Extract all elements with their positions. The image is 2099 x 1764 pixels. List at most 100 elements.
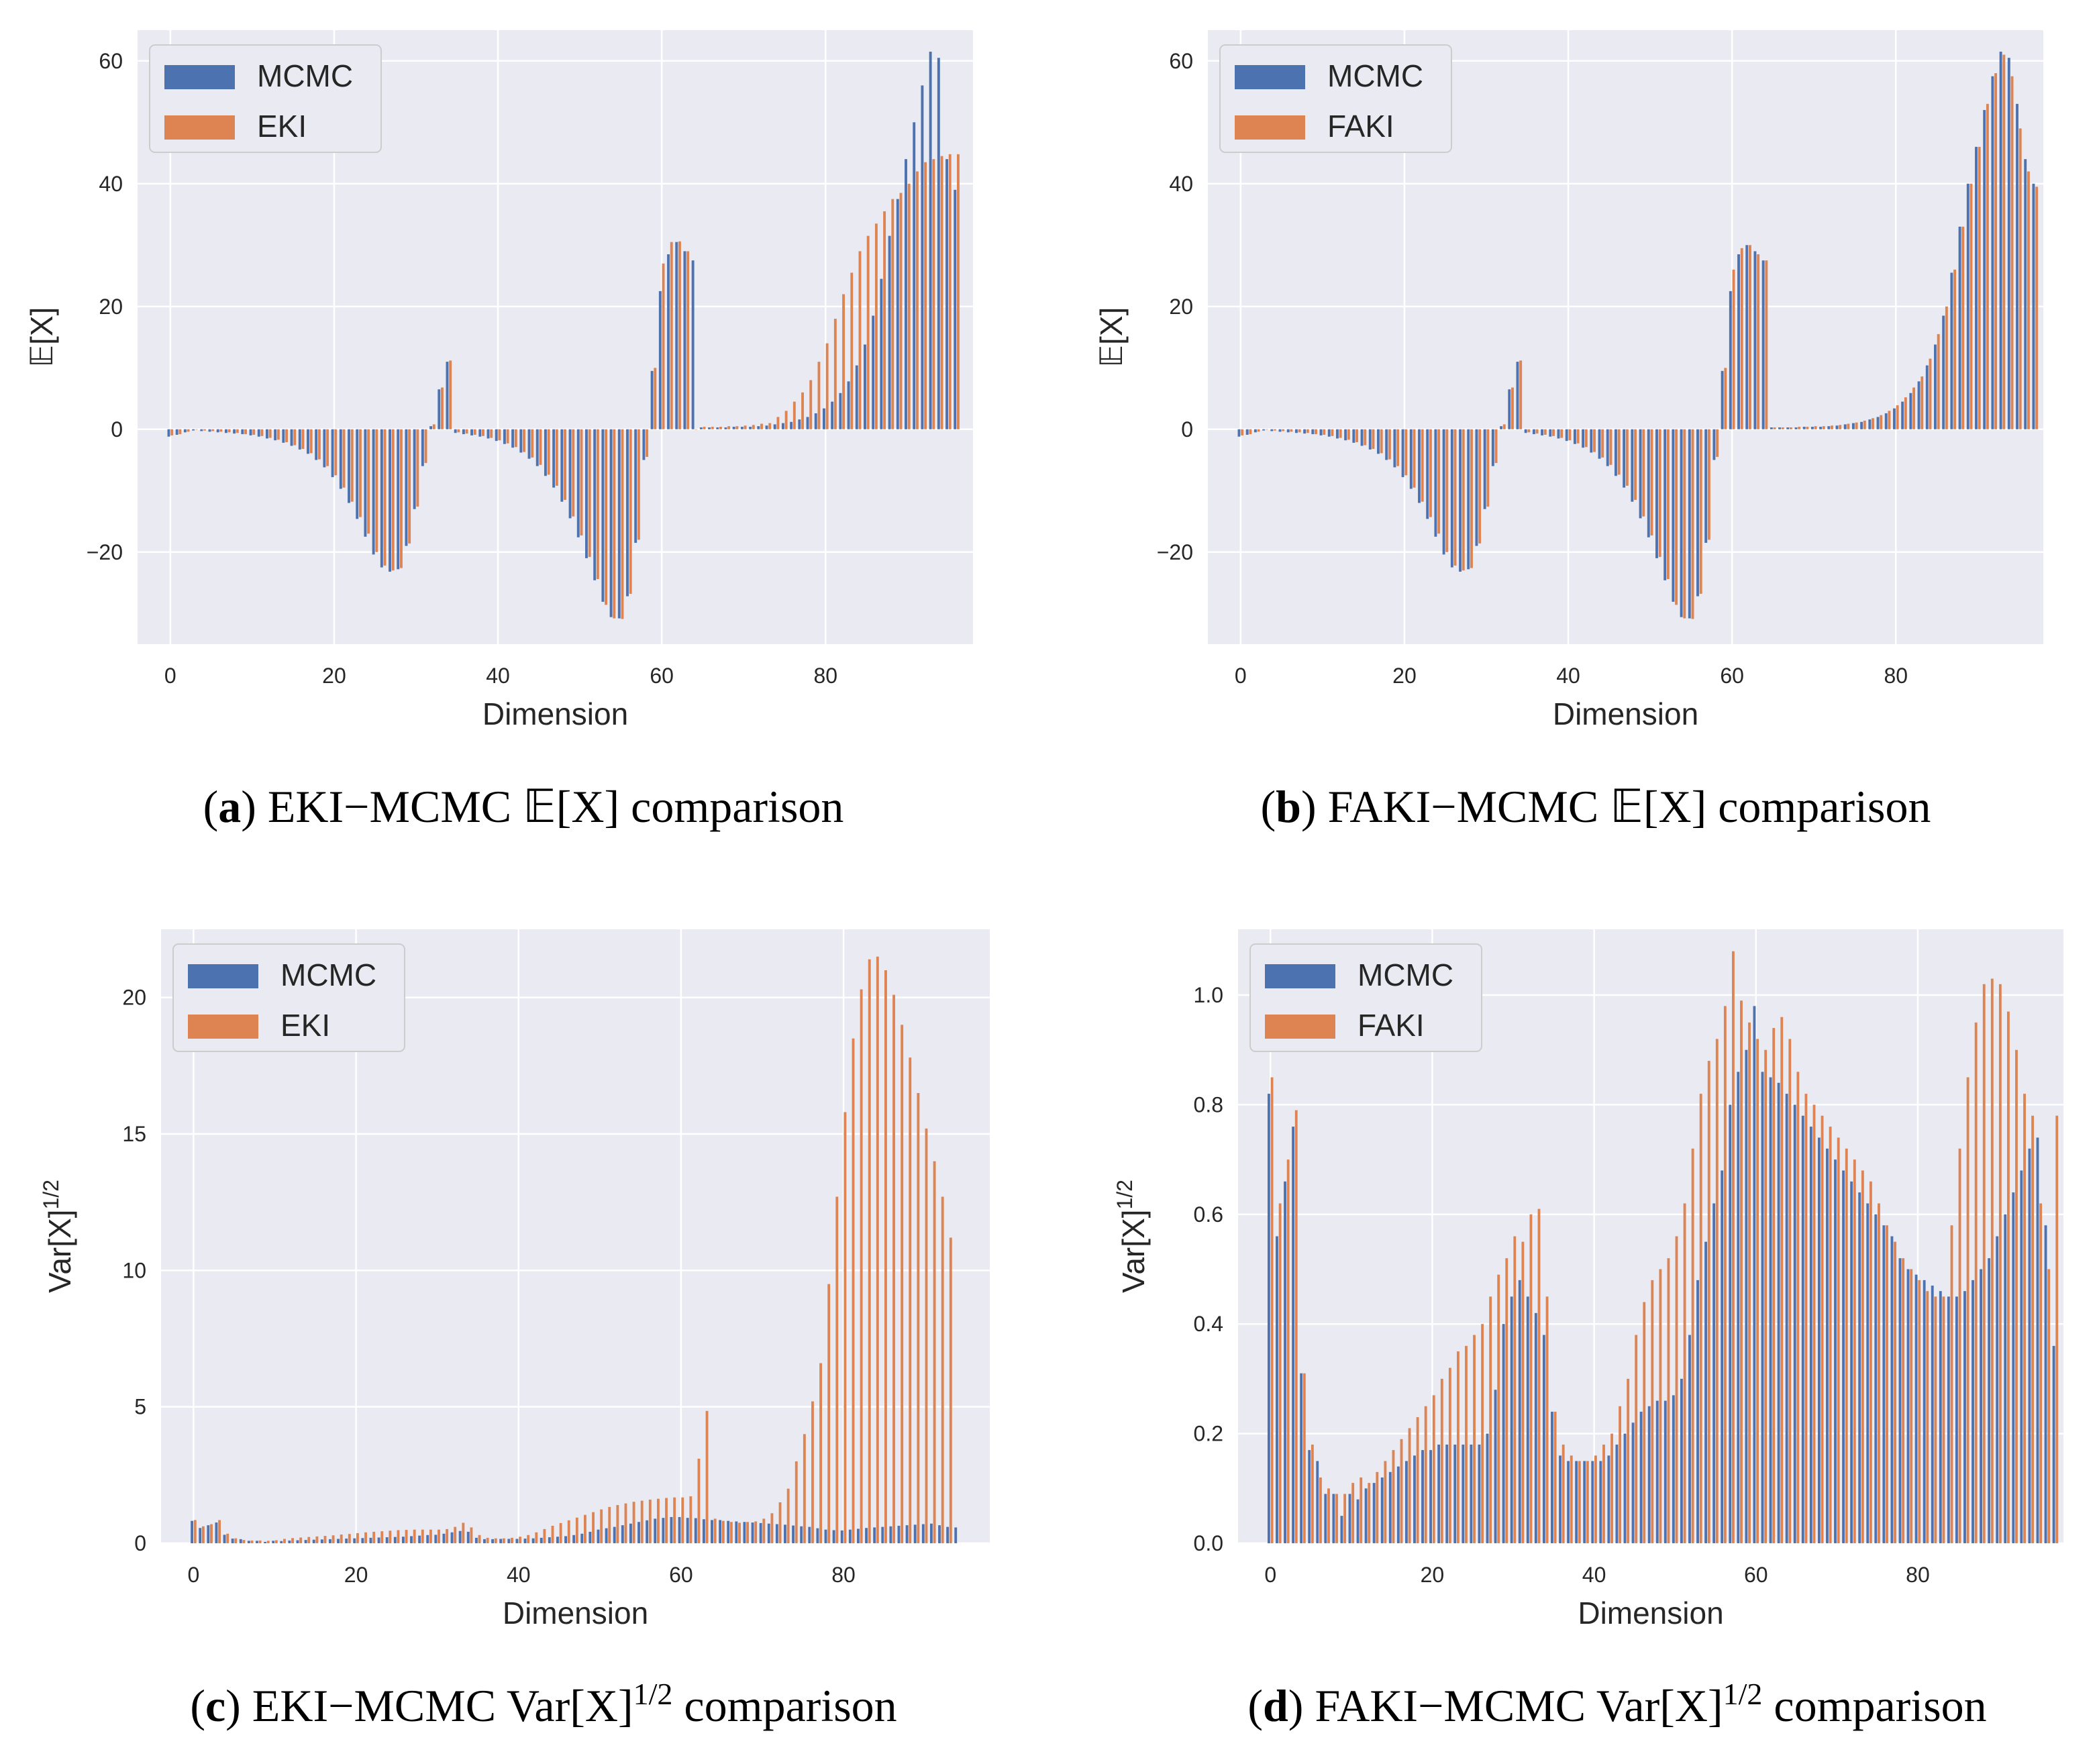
bar-mcmc-56 xyxy=(1696,429,1699,596)
y-axis-label: Var[X]1/2 xyxy=(39,1180,77,1293)
bar-mcmc-9 xyxy=(1311,429,1315,435)
bar-mcmc-31 xyxy=(1491,429,1494,466)
bar-eki-25 xyxy=(397,1530,400,1543)
bar-mcmc-23 xyxy=(377,1537,380,1543)
bar-eki-51 xyxy=(588,429,591,558)
bar-faki-16 xyxy=(1400,1439,1403,1543)
bar-mcmc-32 xyxy=(1526,1296,1529,1543)
bar-faki-18 xyxy=(1388,429,1391,460)
bar-mcmc-7 xyxy=(1294,429,1298,433)
bar-mcmc-33 xyxy=(438,389,441,429)
bar-eki-64 xyxy=(713,1518,717,1543)
bar-eki-51 xyxy=(608,1506,611,1543)
bar-mcmc-42 xyxy=(531,1538,535,1543)
bar-mcmc-11 xyxy=(1356,1499,1360,1543)
bar-faki-21 xyxy=(1413,429,1416,488)
bar-eki-44 xyxy=(531,429,534,458)
bar-faki-28 xyxy=(1470,429,1473,568)
bar-faki-30 xyxy=(1513,1236,1517,1543)
bar-mcmc-44 xyxy=(1598,429,1601,459)
x-tick-label: 0 xyxy=(1264,1563,1276,1587)
bar-mcmc-38 xyxy=(1549,429,1552,437)
bar-eki-77 xyxy=(801,392,804,429)
bar-mcmc-6 xyxy=(1316,1461,1319,1543)
bar-mcmc-16 xyxy=(320,1539,323,1543)
legend-label-faki: FAKI xyxy=(1327,109,1394,144)
bar-eki-69 xyxy=(735,426,739,429)
bar-mcmc-48 xyxy=(1631,429,1634,502)
bar-eki-59 xyxy=(673,1497,676,1543)
bar-eki-45 xyxy=(539,429,542,465)
bar-eki-28 xyxy=(399,429,403,568)
bar-mcmc-11 xyxy=(257,429,260,437)
bar-eki-23 xyxy=(358,429,362,517)
bar-eki-17 xyxy=(309,429,313,454)
x-tick-label: 40 xyxy=(486,664,510,688)
bar-mcmc-82 xyxy=(839,393,842,429)
bar-mcmc-33 xyxy=(1534,1312,1537,1543)
bar-mcmc-25 xyxy=(1442,429,1445,555)
bar-mcmc-35 xyxy=(454,429,457,433)
bar-faki-80 xyxy=(1918,1280,1921,1543)
y-axis-label: 𝔼[X] xyxy=(24,307,59,368)
y-tick-label: 0.8 xyxy=(1194,1092,1223,1117)
bar-eki-7 xyxy=(227,429,231,433)
bar-faki-97 xyxy=(2055,1115,2059,1543)
bar-eki-84 xyxy=(858,251,862,429)
bar-faki-15 xyxy=(1392,1450,1395,1543)
legend-swatch-eki xyxy=(188,1015,258,1039)
bar-eki-2 xyxy=(210,1524,213,1543)
bar-mcmc-4 xyxy=(1300,1373,1303,1543)
bar-faki-33 xyxy=(1537,1208,1541,1543)
bar-eki-88 xyxy=(909,1057,912,1543)
bar-eki-35 xyxy=(478,1535,481,1543)
bar-eki-63 xyxy=(686,251,690,429)
bar-mcmc-72 xyxy=(757,426,760,429)
bar-mcmc-54 xyxy=(609,429,613,617)
bar-faki-3 xyxy=(1294,1110,1298,1543)
bar-faki-11 xyxy=(1331,429,1334,436)
bar-eki-38 xyxy=(502,1538,505,1543)
bar-mcmc-42 xyxy=(511,429,515,448)
bar-mcmc-14 xyxy=(1380,1477,1384,1543)
legend-label-eki: EKI xyxy=(257,109,307,144)
bar-mcmc-25 xyxy=(372,429,375,555)
bar-mcmc-58 xyxy=(1712,429,1716,460)
bar-mcmc-95 xyxy=(2016,103,2018,429)
chart-panel-d: 0 20 40 60 80 0.0 0.2 0.4 0.6 0.8 1.0 Dimension Var[… xyxy=(1113,929,2063,1731)
bar-mcmc-6 xyxy=(216,429,219,433)
bar-faki-20 xyxy=(1432,1395,1435,1543)
bar-eki-93 xyxy=(932,159,935,429)
bar-faki-44 xyxy=(1627,1378,1630,1543)
bar-eki-96 xyxy=(956,154,960,429)
bar-eki-12 xyxy=(268,429,272,438)
bar-eki-12 xyxy=(291,1538,294,1543)
bar-mcmc-10 xyxy=(1319,429,1323,435)
bar-mcmc-43 xyxy=(1590,429,1593,453)
bar-faki-33 xyxy=(1511,387,1514,429)
bar-mcmc-17 xyxy=(307,429,309,454)
bar-eki-89 xyxy=(899,193,903,429)
bar-faki-61 xyxy=(1764,1049,1768,1543)
bar-mcmc-10 xyxy=(249,429,252,435)
bar-eki-9 xyxy=(266,1541,270,1543)
bar-mcmc-72 xyxy=(775,1524,778,1543)
bar-mcmc-21 xyxy=(339,429,342,489)
bar-eki-31 xyxy=(424,429,427,464)
bar-faki-92 xyxy=(2015,1049,2018,1543)
bar-eki-27 xyxy=(413,1529,416,1543)
bar-faki-59 xyxy=(1748,1022,1751,1543)
bar-eki-68 xyxy=(746,1522,750,1543)
bar-faki-67 xyxy=(1812,1104,1816,1543)
bar-mcmc-93 xyxy=(2020,1170,2023,1543)
y-tick-label: 15 xyxy=(122,1122,146,1146)
bar-faki-45 xyxy=(1609,429,1612,465)
bar-mcmc-66 xyxy=(708,427,711,429)
bar-faki-44 xyxy=(1601,429,1604,458)
bar-faki-45 xyxy=(1635,1335,1638,1543)
bar-faki-58 xyxy=(1716,429,1719,457)
bar-faki-39 xyxy=(1560,429,1564,438)
bar-eki-38 xyxy=(482,429,484,436)
bar-faki-93 xyxy=(2002,54,2006,429)
bar-faki-1 xyxy=(1278,1203,1282,1543)
